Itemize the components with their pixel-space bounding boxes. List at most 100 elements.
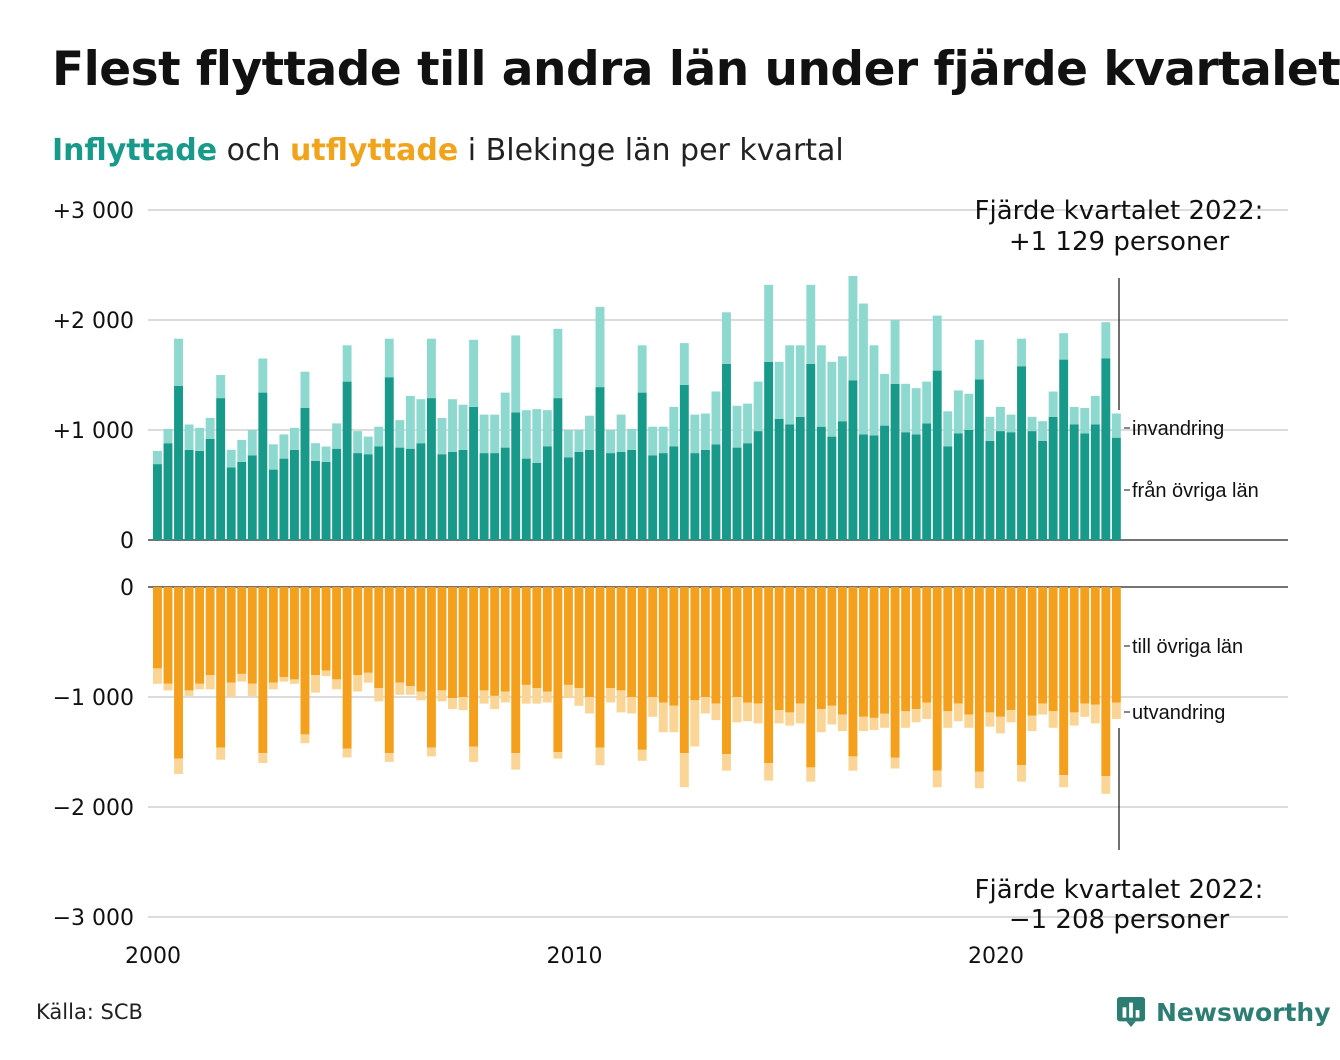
outflow-bar-inner	[943, 587, 953, 712]
outflow-bar-inner	[469, 587, 479, 747]
inflow-bar-inner	[743, 443, 752, 540]
outflow-bar-outer	[732, 697, 742, 723]
inflow-bar-outer	[563, 430, 573, 458]
outflow-bar-inner	[932, 587, 942, 771]
outflow-bar-outer	[237, 673, 247, 682]
outflow-bar-outer	[553, 752, 563, 759]
outflow-bar-inner	[174, 587, 183, 759]
outflow-bar-outer	[1038, 703, 1048, 715]
outflow-bar-outer	[426, 747, 436, 757]
outflow-bar-inner	[637, 587, 647, 750]
outflow-bar-inner	[321, 587, 331, 671]
outflow-bar-outer	[1059, 775, 1069, 788]
inflow-bar-outer	[848, 276, 858, 381]
outflow-bar-inner	[374, 587, 384, 689]
inflow-bar-outer	[332, 423, 342, 449]
annotation-bottom-line2: −1 208 personer	[1009, 905, 1230, 935]
inflow-bar-outer	[268, 444, 278, 470]
inflow-bar-inner	[911, 434, 921, 540]
inflow-bar-inner	[953, 433, 963, 540]
inflow-bar-inner	[1090, 424, 1100, 540]
outflow-bar-outer	[363, 672, 373, 683]
inflow-bar-inner	[268, 469, 278, 540]
inflow-bar-inner	[458, 449, 468, 540]
inflow-bar-outer	[1090, 395, 1100, 425]
outflow-bar-outer	[174, 758, 183, 774]
xtick-label: 2000	[125, 944, 181, 969]
inflow-bar-outer	[595, 306, 605, 388]
outflow-bar-inner	[859, 587, 868, 717]
inflow-bar-outer	[1080, 408, 1090, 434]
outflow-bar-inner	[585, 587, 594, 697]
outflow-bar-inner	[606, 587, 616, 689]
outflow-bar-outer	[1006, 710, 1016, 723]
inflow-bar-outer	[764, 284, 774, 362]
outflow-bar-outer	[268, 682, 278, 690]
inflow-bar-inner	[405, 448, 415, 540]
outflow-bar-inner	[1080, 587, 1090, 704]
outflow-bar-outer	[700, 697, 710, 714]
outflow-bar-inner	[890, 587, 900, 758]
outflow-bar-outer	[806, 767, 816, 782]
outflow-bar-inner	[542, 587, 552, 692]
outflow-bar-inner	[700, 587, 710, 697]
outflow-bar-inner	[574, 587, 584, 689]
outflow-bar-inner	[964, 587, 974, 715]
outflow-bar-outer	[458, 697, 468, 711]
inflow-bar-outer	[585, 415, 594, 450]
outflow-bar-outer	[563, 684, 573, 699]
inflow-bar-outer	[500, 392, 510, 448]
subtitle-utflyttade: utflyttade	[290, 133, 459, 168]
outflow-bar-outer	[785, 712, 795, 726]
outflow-bar-outer	[827, 705, 837, 725]
inflow-bar-inner	[195, 450, 205, 540]
inflow-bar-outer	[511, 335, 521, 413]
outflow-bar-outer	[332, 679, 342, 690]
outflow-bar-inner	[1111, 587, 1121, 703]
outflow-bar-inner	[1006, 587, 1016, 711]
outflow-bar-outer	[616, 690, 626, 713]
inflow-bar-inner	[1017, 366, 1026, 540]
outflow-bar-outer	[500, 691, 510, 703]
outflow-bar-inner	[616, 587, 626, 691]
outflow-bar-inner	[1090, 587, 1100, 705]
outflow-bar-inner	[195, 587, 205, 684]
inflow-bar-inner	[374, 446, 384, 540]
outflow-bar-outer	[932, 770, 942, 788]
inflow-bar-inner	[837, 421, 847, 540]
inflow-bar-outer	[1027, 416, 1037, 432]
inflow-bar-inner	[163, 443, 173, 540]
outflow-bar-outer	[1069, 712, 1079, 726]
outflow-bar-inner	[827, 587, 837, 706]
outflow-bar-outer	[974, 771, 984, 789]
outflow-ytick-label: −3 000	[53, 906, 134, 931]
inflow-bar-inner	[184, 449, 194, 540]
inflow-bar-inner	[1006, 432, 1016, 540]
outflow-bar-inner	[247, 587, 257, 684]
inflow-bar-inner	[964, 430, 974, 540]
outflow-bar-outer	[342, 748, 352, 758]
outflow-bar-inner	[911, 587, 921, 710]
outflow-bar-outer	[764, 763, 774, 781]
outflow-ytick-label: 0	[120, 576, 134, 601]
outflow-bar-inner	[268, 587, 278, 683]
inflow-bar-inner	[437, 454, 447, 540]
outflow-bar-outer	[574, 688, 584, 706]
outflow-bar-inner	[205, 587, 215, 675]
outflow-bar-outer	[658, 702, 668, 733]
inflow-bar-inner	[311, 460, 320, 540]
outflow-bar-inner	[816, 587, 826, 710]
inflow-bar-inner	[869, 435, 879, 540]
inflow-bar-outer	[437, 417, 447, 455]
inflow-bar-inner	[585, 449, 594, 540]
outflow-bar-outer	[384, 753, 394, 762]
inflow-bar-inner	[648, 455, 658, 540]
outflow-bar-inner	[795, 587, 805, 704]
inflow-bar-outer	[195, 427, 205, 451]
inflow-bar-outer	[785, 345, 795, 425]
inflow-bar-outer	[1111, 413, 1121, 438]
inflow-bar-outer	[1017, 338, 1026, 367]
label-utvandring: utvandring	[1132, 702, 1225, 724]
outflow-bar-inner	[532, 587, 542, 689]
inflow-bar-outer	[321, 446, 331, 462]
